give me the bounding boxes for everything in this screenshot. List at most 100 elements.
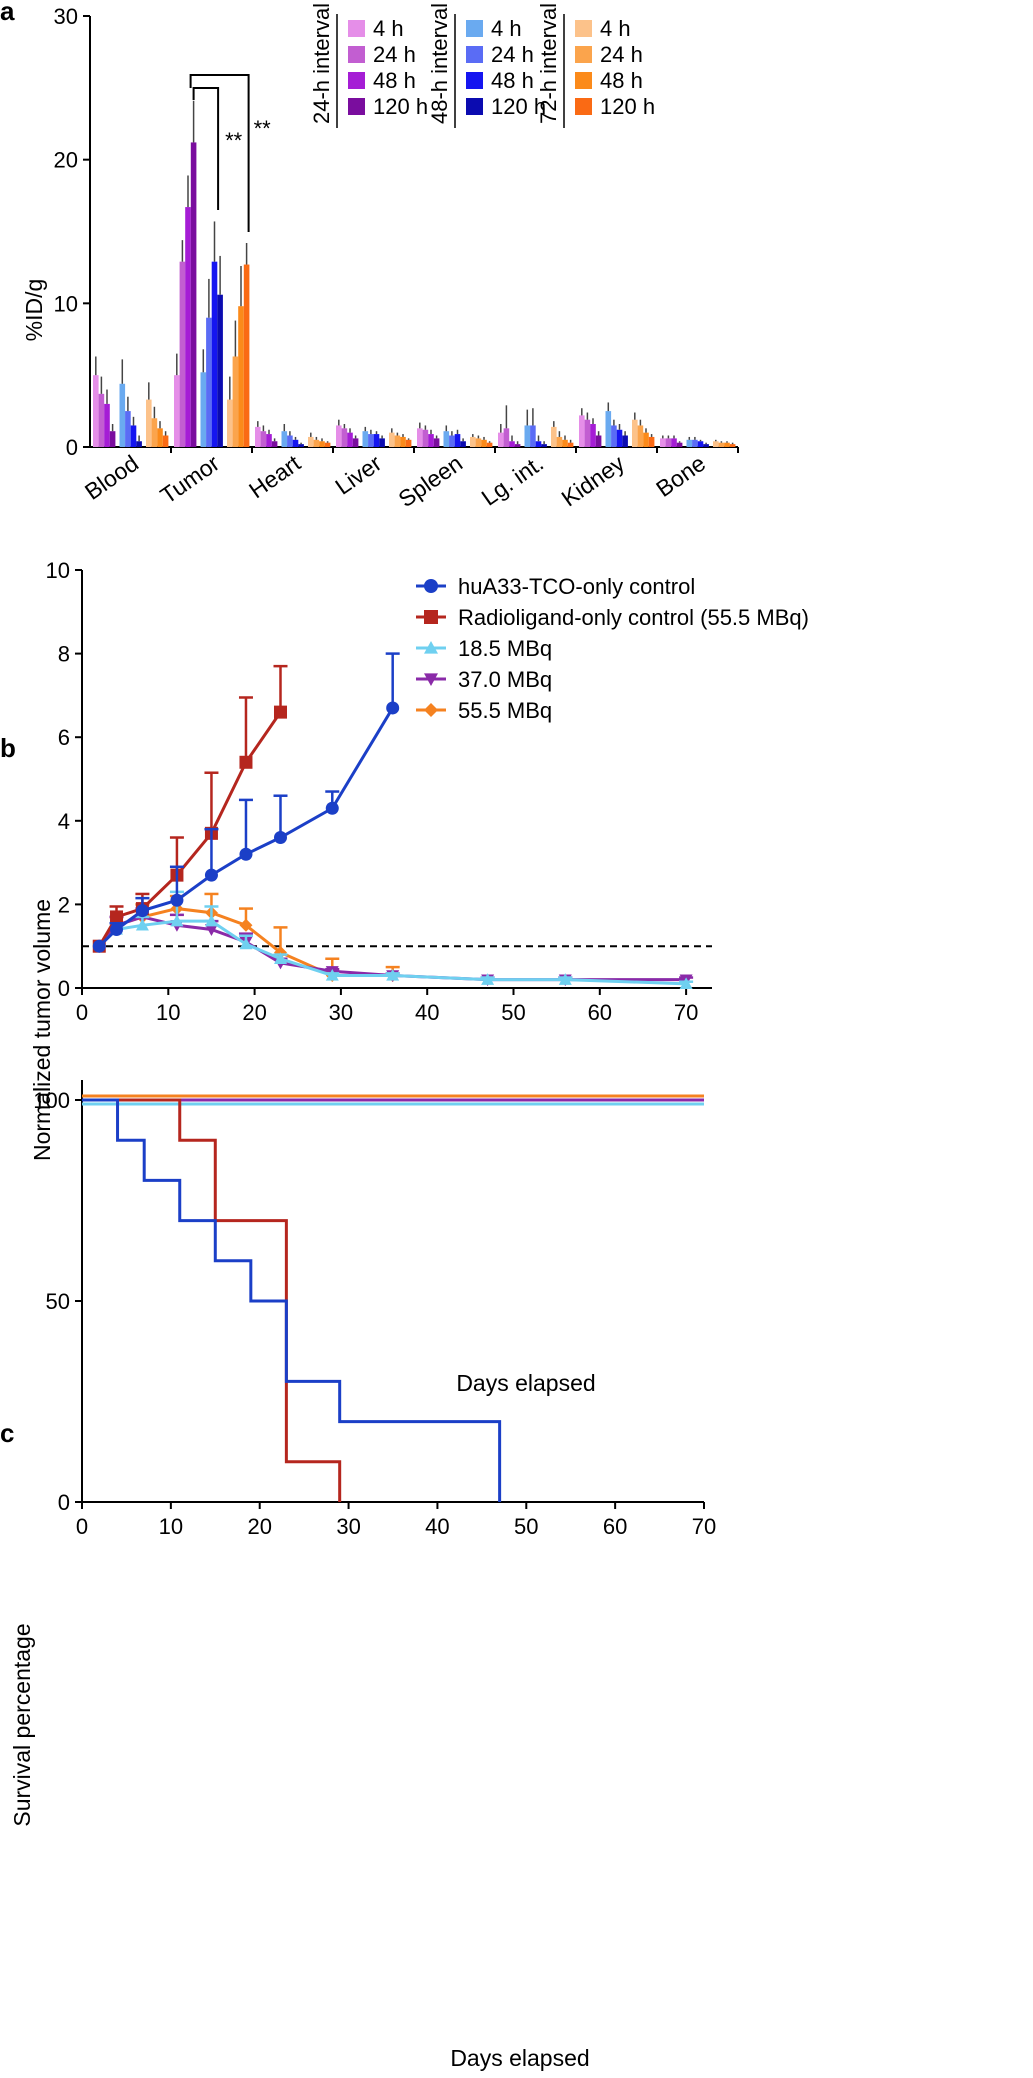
legend-item: huA33-TCO-only control (416, 574, 695, 599)
bar (130, 425, 137, 447)
bar (255, 426, 261, 447)
bar (692, 439, 698, 447)
bar (541, 444, 547, 447)
panel-c-xlabel: Days elapsed (450, 2045, 589, 2071)
category-spleen (417, 422, 493, 447)
marker-circle (325, 801, 339, 815)
series-0 (92, 652, 400, 953)
bar (308, 436, 314, 447)
category-tumor (174, 100, 250, 447)
bar (211, 261, 218, 447)
legend-label: 48 h (373, 68, 416, 93)
bar (584, 419, 591, 447)
marker-triangle-up (386, 968, 400, 981)
category-bone (660, 435, 736, 447)
y-tick-label: 6 (58, 725, 70, 750)
bar (217, 294, 223, 447)
marker-circle (110, 922, 124, 936)
bar (136, 441, 142, 447)
bar (417, 428, 423, 447)
marker-triangle-up (424, 641, 438, 654)
panel-b-ylabel: Normalized tumor volume (29, 899, 55, 1161)
bar (324, 442, 331, 447)
legend-swatch (348, 46, 365, 63)
x-tick-label: 20 (242, 1000, 266, 1025)
bar (227, 399, 233, 447)
bar (336, 425, 342, 447)
legend-label: 55.5 MBq (458, 698, 552, 723)
bar (509, 441, 515, 447)
bar (98, 393, 105, 447)
marker-triangle-up (204, 914, 218, 927)
bar (460, 441, 466, 447)
legend-swatch (348, 20, 365, 37)
x-tick-label: 60 (603, 1514, 627, 1539)
legend-swatch (575, 46, 592, 63)
bar (260, 431, 267, 447)
panel-letter-c: c (0, 1418, 14, 1448)
marker-square (110, 910, 124, 924)
legend-swatch (575, 98, 592, 115)
bar (352, 438, 359, 447)
marker-triangle-up (558, 973, 572, 985)
significance-bracket (192, 87, 220, 210)
legend-label: Radioligand-only control (55.5 MBq) (458, 605, 809, 630)
legend-label: 120 h (600, 94, 655, 119)
legend-swatch (466, 72, 483, 89)
x-tick-label: 20 (247, 1514, 271, 1539)
marker-circle (92, 939, 106, 953)
legend-label: 120 h (491, 94, 546, 119)
marker-triangle-up (481, 973, 495, 985)
category-label: Spleen (394, 450, 468, 512)
panel-letter-b: b (0, 733, 16, 763)
panel-c-survival-chart: 0 50 100 0 10 20 30 40 50 60 70 Days elapsed Survi… (9, 1080, 716, 2071)
bar (616, 429, 623, 447)
marker-circle (239, 847, 253, 861)
bar (611, 425, 617, 447)
panel-b-xlabel: Days elapsed (456, 1370, 595, 1396)
bar (530, 425, 536, 447)
marker-triangle-up (135, 918, 149, 931)
marker-triangle-up (679, 977, 693, 990)
bar (190, 142, 197, 447)
bar (556, 436, 563, 447)
category-blood (93, 356, 169, 447)
bar (475, 438, 482, 447)
x-tick-label: 0 (76, 1000, 88, 1025)
y-tick-label: 10 (54, 291, 78, 316)
legend-label: 24 h (491, 42, 534, 67)
x-tick-label: 30 (336, 1514, 360, 1539)
bar (454, 434, 461, 447)
y-tick-label: 2 (58, 892, 70, 917)
legend-swatch (575, 20, 592, 37)
bar (676, 442, 683, 447)
bar (671, 438, 677, 447)
bar (713, 441, 719, 447)
legend-item: Radioligand-only control (55.5 MBq) (416, 605, 809, 630)
legend-item: 18.5 MBq (416, 636, 552, 661)
x-tick-label: 0 (76, 1514, 88, 1539)
legend-label: 4 h (373, 16, 404, 41)
bar (503, 428, 510, 447)
bar (428, 434, 434, 447)
marker-triangle-up (273, 952, 287, 964)
legend-swatch (348, 98, 365, 115)
significance-label: ** (225, 128, 243, 153)
bar (200, 372, 207, 447)
y-tick-label: 100 (33, 1088, 70, 1113)
bar (443, 431, 450, 447)
legend-label: 4 h (600, 16, 631, 41)
marker-triangle-down (204, 924, 218, 936)
legend-label: 120 h (373, 94, 428, 119)
legend-label: 24 h (373, 42, 416, 67)
category-label: Lg. int. (477, 450, 548, 511)
x-tick-label: 40 (425, 1514, 449, 1539)
panel-b-series (92, 652, 694, 990)
bar (405, 439, 412, 447)
bar (174, 375, 180, 447)
legend-label: 48 h (491, 68, 534, 93)
bar (162, 435, 169, 447)
category-kidney (579, 402, 655, 447)
x-tick-label: 10 (159, 1514, 183, 1539)
